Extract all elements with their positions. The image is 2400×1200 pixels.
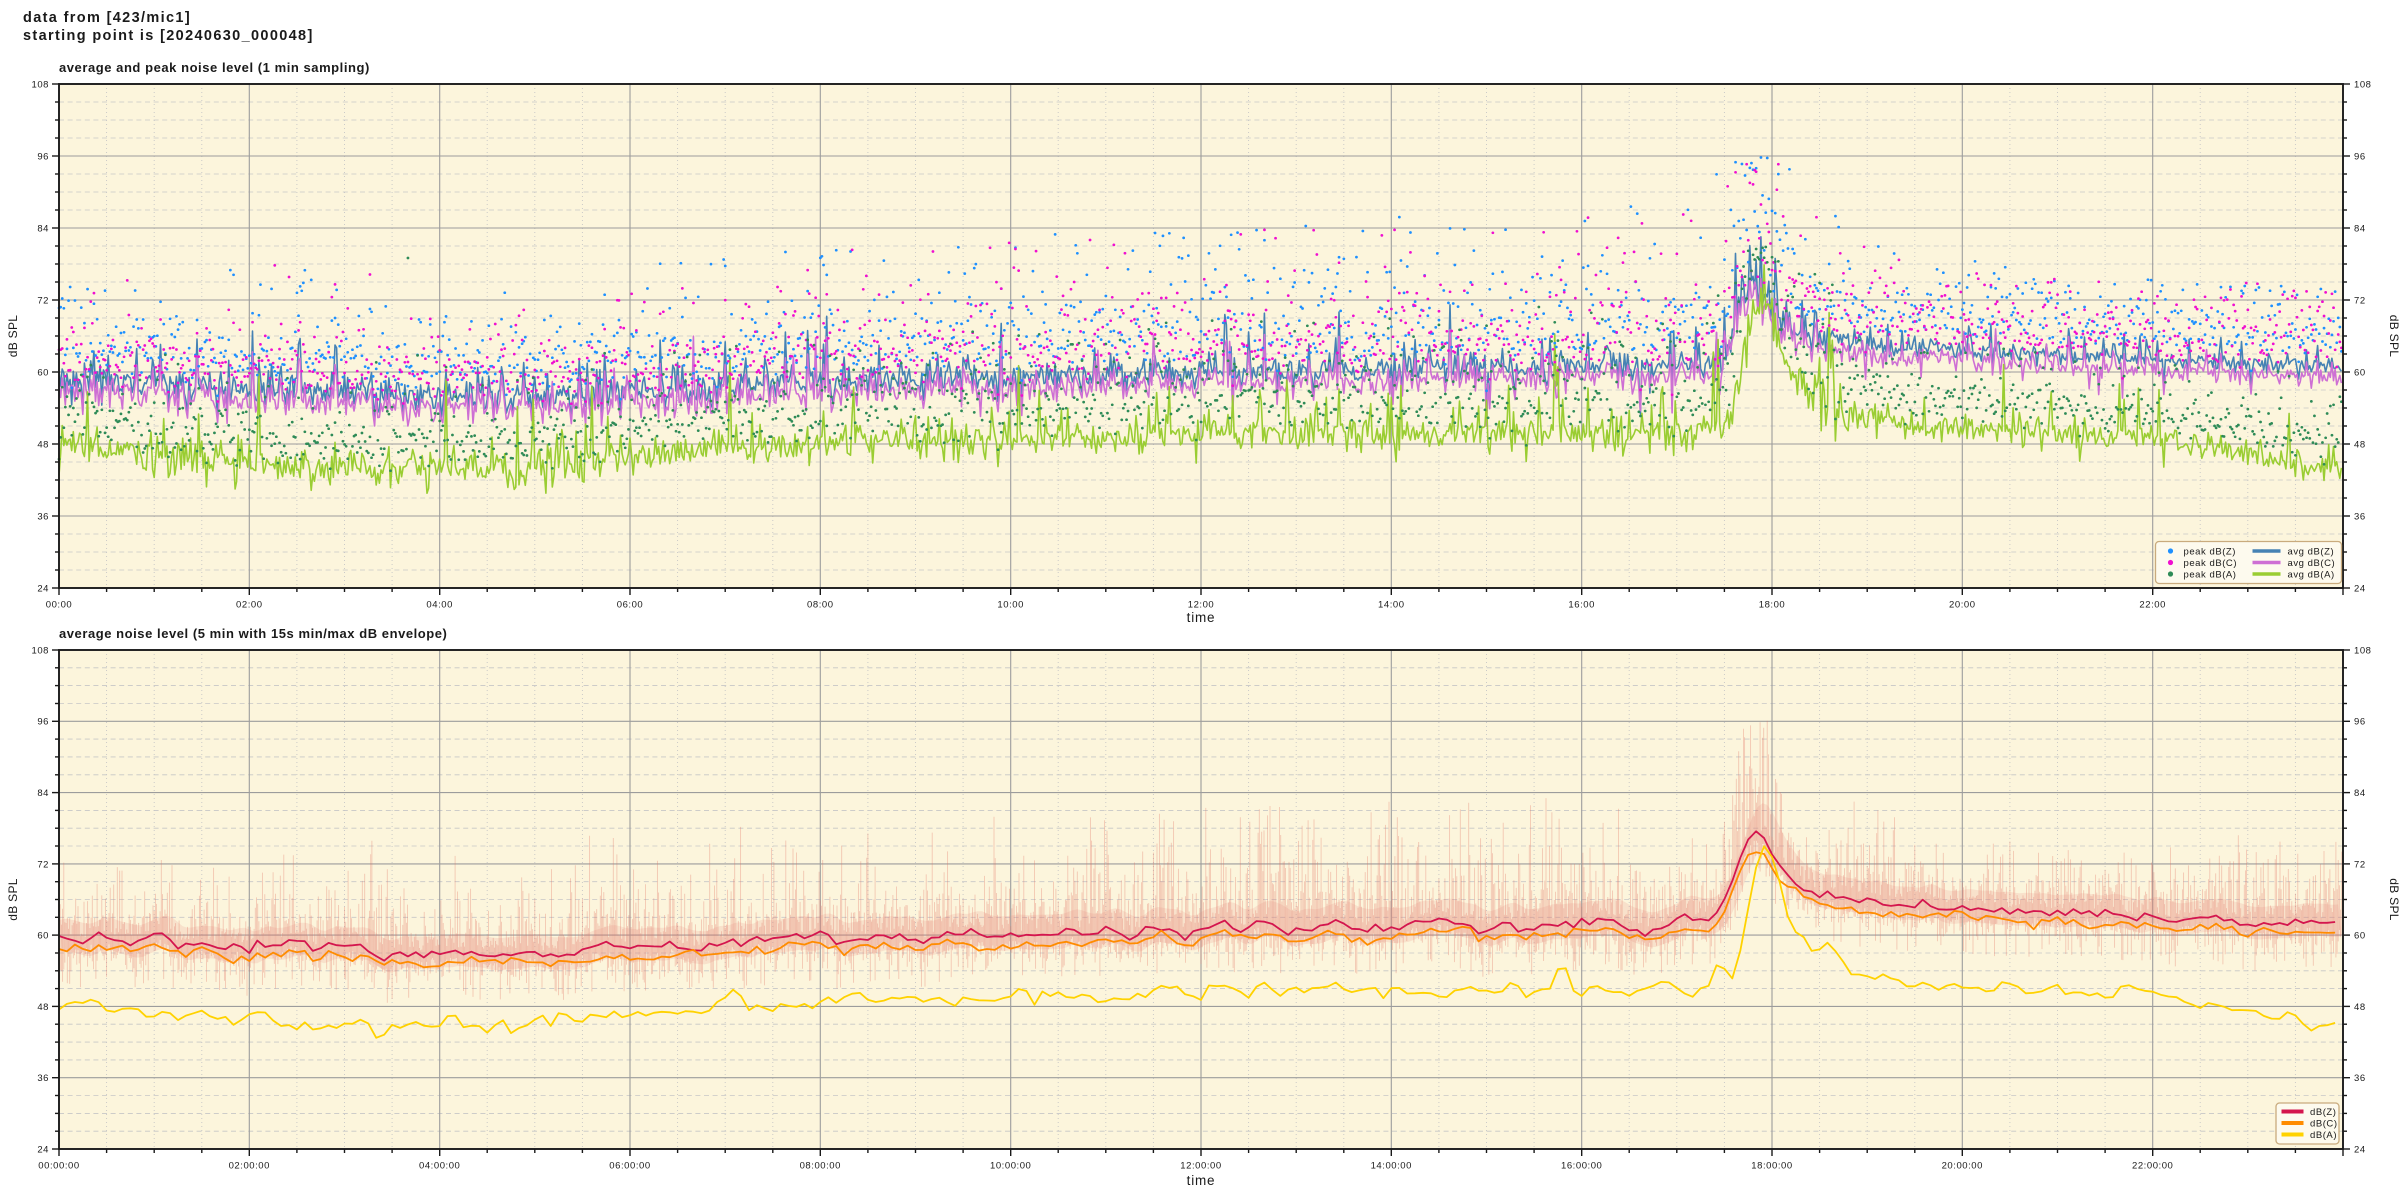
svg-text:14:00:00: 14:00:00 xyxy=(1371,1161,1412,1172)
svg-text:data from [423/mic1]: data from [423/mic1] xyxy=(23,10,191,26)
svg-text:04:00: 04:00 xyxy=(426,600,453,611)
svg-text:48: 48 xyxy=(37,439,49,450)
svg-text:96: 96 xyxy=(2354,151,2366,162)
svg-text:72: 72 xyxy=(37,295,49,306)
svg-text:18:00: 18:00 xyxy=(1759,600,1786,611)
svg-text:12:00:00: 12:00:00 xyxy=(1180,1161,1221,1172)
svg-text:02:00:00: 02:00:00 xyxy=(229,1161,270,1172)
svg-text:96: 96 xyxy=(37,717,49,728)
svg-text:24: 24 xyxy=(37,583,49,594)
svg-text:96: 96 xyxy=(37,151,49,162)
svg-text:84: 84 xyxy=(2354,223,2366,234)
svg-text:starting point is [20240630_00: starting point is [20240630_000048] xyxy=(23,28,314,44)
svg-text:avg dB(Z): avg dB(Z) xyxy=(2288,546,2335,557)
svg-text:22:00: 22:00 xyxy=(2139,600,2166,611)
svg-text:48: 48 xyxy=(2354,1002,2366,1013)
svg-text:12:00: 12:00 xyxy=(1188,600,1215,611)
svg-text:00:00: 00:00 xyxy=(46,600,73,611)
svg-text:36: 36 xyxy=(37,1073,49,1084)
svg-text:average noise level (5 min wit: average noise level (5 min with 15s min/… xyxy=(59,626,447,641)
svg-text:02:00: 02:00 xyxy=(236,600,263,611)
svg-text:dB(Z): dB(Z) xyxy=(2310,1107,2337,1118)
svg-text:36: 36 xyxy=(37,511,49,522)
svg-text:dB(A): dB(A) xyxy=(2310,1130,2337,1141)
svg-text:avg dB(A): avg dB(A) xyxy=(2288,569,2335,580)
svg-text:08:00: 08:00 xyxy=(807,600,834,611)
svg-text:14:00: 14:00 xyxy=(1378,600,1405,611)
svg-text:peak dB(A): peak dB(A) xyxy=(2184,569,2237,580)
svg-text:84: 84 xyxy=(2354,788,2366,799)
svg-text:dB SPL: dB SPL xyxy=(6,878,20,921)
svg-text:60: 60 xyxy=(2354,931,2366,942)
svg-text:dB SPL: dB SPL xyxy=(2387,878,2400,921)
svg-text:84: 84 xyxy=(37,788,49,799)
svg-text:72: 72 xyxy=(2354,859,2366,870)
svg-text:60: 60 xyxy=(2354,367,2366,378)
svg-text:16:00:00: 16:00:00 xyxy=(1561,1161,1602,1172)
svg-text:dB SPL: dB SPL xyxy=(2387,315,2400,358)
svg-text:36: 36 xyxy=(2354,1073,2366,1084)
svg-text:22:00:00: 22:00:00 xyxy=(2132,1161,2173,1172)
svg-text:48: 48 xyxy=(2354,439,2366,450)
svg-text:48: 48 xyxy=(37,1002,49,1013)
svg-text:peak dB(C): peak dB(C) xyxy=(2184,558,2238,569)
svg-text:108: 108 xyxy=(2354,645,2372,656)
svg-text:36: 36 xyxy=(2354,511,2366,522)
svg-text:96: 96 xyxy=(2354,717,2366,728)
svg-text:06:00:00: 06:00:00 xyxy=(609,1161,650,1172)
svg-text:72: 72 xyxy=(2354,295,2366,306)
svg-text:60: 60 xyxy=(37,367,49,378)
svg-text:60: 60 xyxy=(37,931,49,942)
svg-text:00:00:00: 00:00:00 xyxy=(38,1161,79,1172)
svg-text:108: 108 xyxy=(31,79,49,90)
svg-text:108: 108 xyxy=(31,645,49,656)
svg-text:24: 24 xyxy=(2354,1144,2366,1155)
svg-text:04:00:00: 04:00:00 xyxy=(419,1161,460,1172)
svg-text:08:00:00: 08:00:00 xyxy=(800,1161,841,1172)
svg-text:20:00: 20:00 xyxy=(1949,600,1976,611)
svg-text:dB SPL: dB SPL xyxy=(6,315,20,358)
svg-text:average and peak noise level (: average and peak noise level (1 min samp… xyxy=(59,60,370,75)
svg-text:dB(C): dB(C) xyxy=(2310,1118,2338,1129)
svg-text:time: time xyxy=(1187,1173,1216,1188)
svg-text:18:00:00: 18:00:00 xyxy=(1751,1161,1792,1172)
svg-text:16:00: 16:00 xyxy=(1568,600,1595,611)
svg-text:avg dB(C): avg dB(C) xyxy=(2288,558,2336,569)
svg-text:84: 84 xyxy=(37,223,49,234)
svg-text:108: 108 xyxy=(2354,79,2372,90)
svg-text:peak dB(Z): peak dB(Z) xyxy=(2184,546,2237,557)
svg-text:72: 72 xyxy=(37,859,49,870)
svg-text:time: time xyxy=(1187,610,1216,625)
svg-text:10:00:00: 10:00:00 xyxy=(990,1161,1031,1172)
svg-text:06:00: 06:00 xyxy=(617,600,644,611)
svg-text:24: 24 xyxy=(2354,583,2366,594)
svg-text:20:00:00: 20:00:00 xyxy=(1942,1161,1983,1172)
svg-text:10:00: 10:00 xyxy=(997,600,1024,611)
svg-text:24: 24 xyxy=(37,1144,49,1155)
